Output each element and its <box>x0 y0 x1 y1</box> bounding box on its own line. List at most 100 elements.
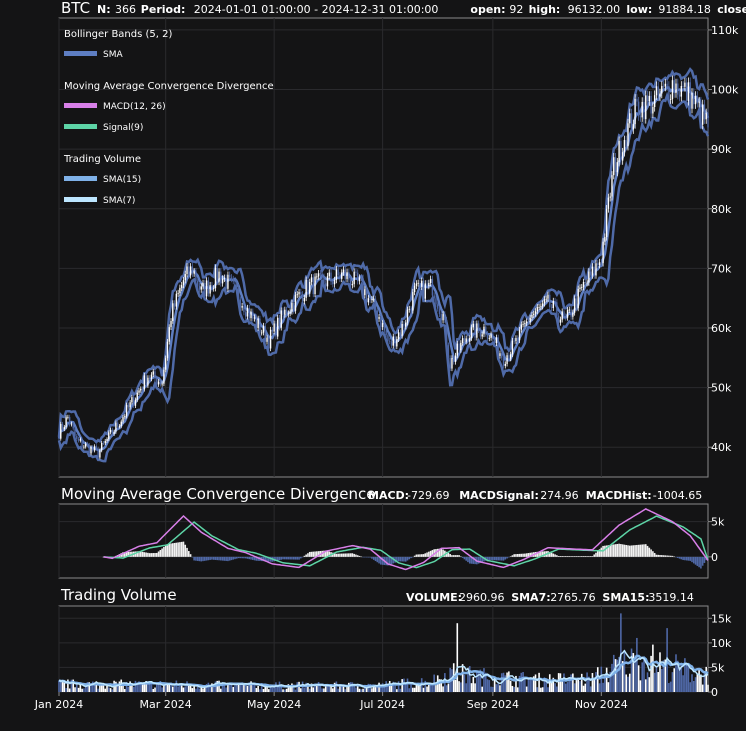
candle-body <box>342 269 345 273</box>
macd-hist-bar <box>449 554 451 557</box>
macd-hist-bar <box>294 556 297 560</box>
x-tick-label: May 2024 <box>247 698 301 711</box>
volume-bar <box>202 688 204 692</box>
volume-bar <box>513 686 515 692</box>
candle-body <box>90 447 92 454</box>
macd-hist-bar <box>420 554 423 557</box>
volume-bar <box>123 689 126 692</box>
volume-bar <box>307 683 309 692</box>
candle-body <box>303 297 306 302</box>
candle-body <box>509 354 512 359</box>
candle-body <box>613 157 615 176</box>
volume-bar <box>563 673 565 692</box>
candle-body <box>406 309 409 323</box>
macd-hist-bar <box>380 556 382 565</box>
macd-hist-bar <box>404 556 407 562</box>
candle-body <box>520 324 523 330</box>
macd-hist-bar <box>513 554 515 557</box>
volume-bar <box>637 665 640 692</box>
volume-bar <box>204 685 206 692</box>
candle-body <box>216 267 218 282</box>
volume-bar <box>529 679 531 692</box>
candle-body <box>595 263 597 276</box>
macd-hist-bar <box>495 556 498 561</box>
candle-body <box>92 447 94 451</box>
macd-hist-bar <box>134 551 137 557</box>
volume-bar <box>230 684 233 692</box>
volume-bar <box>344 689 347 692</box>
candle-body <box>328 272 330 277</box>
volume-bar <box>355 687 357 692</box>
volume-bar <box>684 658 686 692</box>
candle-body <box>202 282 204 287</box>
candle-body <box>236 282 238 288</box>
macd-hist-bar <box>575 556 578 557</box>
candle-body <box>264 325 266 342</box>
macd-hist-bar <box>139 551 142 557</box>
macd-hist-bar <box>691 556 693 563</box>
legend-group-title: Moving Average Convergence Divergence <box>64 81 274 92</box>
macd-tick-label: 0 <box>711 551 718 564</box>
candle-body <box>172 303 174 321</box>
volume-bar <box>643 656 645 692</box>
macd-hist-bar <box>410 556 412 559</box>
volume-bar <box>138 681 140 692</box>
candle-body <box>337 269 339 276</box>
volume-bar <box>641 662 644 692</box>
candle-body <box>317 273 320 277</box>
candle-body <box>293 302 295 311</box>
volume-bar <box>79 684 82 692</box>
volume-bar <box>406 678 409 692</box>
macd-hist-bar <box>591 556 594 557</box>
candle-body <box>358 277 361 282</box>
macd-hist-bar <box>632 545 635 557</box>
macd-hist-bar <box>641 544 644 557</box>
candle-body <box>344 269 346 279</box>
candle-body <box>588 271 590 283</box>
volume-bar <box>228 682 231 692</box>
candle-body <box>573 298 576 313</box>
macd-hist-bar <box>324 550 327 557</box>
volume-bar <box>88 682 91 692</box>
macd-hist-bar <box>529 552 531 557</box>
volume-bar <box>692 680 695 692</box>
volume-bar <box>461 664 464 692</box>
macd-hist-bar <box>164 545 167 557</box>
volume-bar <box>616 659 619 692</box>
candle-body <box>380 317 382 328</box>
volume-bar <box>602 682 604 692</box>
macd-hist-bar <box>276 556 279 561</box>
volume-bar <box>440 679 443 692</box>
volume-bar <box>424 680 427 692</box>
candle-body <box>195 271 197 281</box>
volume-bar <box>225 687 227 692</box>
candle-body <box>479 330 482 337</box>
macd-hist-bar <box>676 556 679 558</box>
candle-body <box>653 95 656 107</box>
candle-body <box>221 278 224 284</box>
volume-bar <box>392 681 395 692</box>
volume-bar <box>648 677 651 692</box>
volume-bar <box>188 685 190 692</box>
candle-body <box>550 307 553 308</box>
candle-body <box>652 106 654 114</box>
macd-hist-bar <box>486 556 489 561</box>
macd-hist-bar <box>122 552 124 557</box>
macd-hist-bar <box>660 555 663 557</box>
macd-hist-bar <box>600 547 603 557</box>
candle-body <box>435 298 437 305</box>
candle-body <box>540 306 542 308</box>
candle-body <box>205 280 208 297</box>
volume-tick-label: 15k <box>711 612 732 625</box>
volume-bar <box>127 686 130 692</box>
macd-hist-bar <box>177 542 179 557</box>
volume-info-label: SMA7: <box>511 591 550 604</box>
macd-hist-bar <box>230 556 233 561</box>
volume-bar <box>209 685 211 692</box>
candle-body <box>277 317 279 337</box>
volume-bar <box>163 685 165 692</box>
price-panel-title: BTC <box>61 0 90 17</box>
candle-body <box>604 237 606 242</box>
volume-bar <box>342 686 345 692</box>
candle-body <box>557 315 560 323</box>
